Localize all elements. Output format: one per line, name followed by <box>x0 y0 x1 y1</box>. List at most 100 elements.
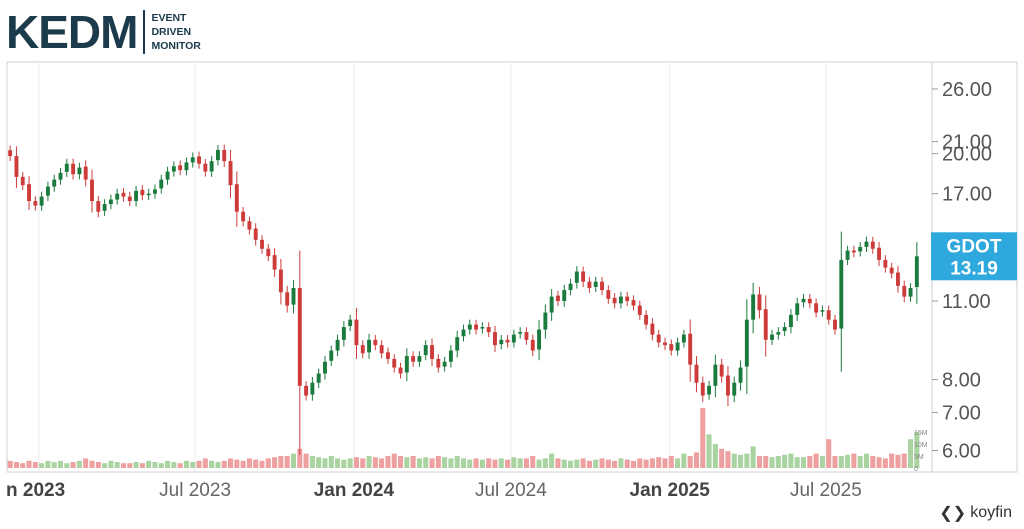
volume-bar <box>20 463 26 468</box>
volume-bar <box>45 460 51 468</box>
candle-body <box>102 204 107 211</box>
candle-body <box>260 239 264 249</box>
candle-body <box>90 179 94 202</box>
volume-bar <box>448 458 454 468</box>
candle-body <box>543 312 548 330</box>
candle-body <box>839 259 844 329</box>
volume-bar <box>612 460 618 468</box>
candle-body <box>52 179 57 187</box>
kedm-logo: KEDM EVENT DRIVEN MONITOR <box>6 4 201 60</box>
candle-body <box>763 309 768 340</box>
volume-bar <box>851 453 857 468</box>
candle-body <box>568 283 573 291</box>
candle-body <box>285 292 290 306</box>
candlesticks <box>8 144 919 455</box>
candle-body <box>329 350 334 361</box>
candle-body <box>474 324 479 330</box>
volume-bar <box>240 460 246 468</box>
volume-tick-label: 5M <box>914 454 924 461</box>
candle-body <box>71 163 76 175</box>
candle-body <box>663 342 667 346</box>
volume-bar <box>511 457 517 468</box>
volume-bar <box>278 456 284 468</box>
volume-bar <box>668 456 674 468</box>
candle-body <box>524 332 529 340</box>
volume-bar <box>763 456 769 468</box>
candle-body <box>190 157 195 163</box>
volume-bar <box>215 462 221 468</box>
candle-body <box>354 319 359 346</box>
volume-bar <box>838 456 844 468</box>
volume-bar <box>618 458 624 468</box>
volume-bar <box>335 458 341 468</box>
volume-bar <box>675 458 681 468</box>
candle-body <box>700 382 705 396</box>
volume-bar <box>794 457 800 468</box>
volume-bar <box>744 453 750 468</box>
volume-bar <box>486 458 492 468</box>
candle-body <box>222 149 227 162</box>
volume-bar <box>120 463 127 468</box>
y-tick-label: 17.00 <box>942 184 992 206</box>
volume-bar <box>738 454 744 468</box>
candle-body <box>417 356 422 362</box>
candle-body <box>549 296 554 313</box>
candle-body <box>726 375 730 396</box>
volume-bar <box>681 453 687 468</box>
candle-body <box>782 327 787 332</box>
candle-body <box>581 271 586 282</box>
volume-bar <box>76 460 82 468</box>
volume-bar <box>542 458 548 468</box>
candle-body <box>644 314 649 325</box>
candle-body <box>770 334 774 340</box>
volume-bar <box>360 458 366 468</box>
candle-body <box>404 356 409 373</box>
volume-bar <box>353 457 359 468</box>
volume-bar <box>479 459 485 468</box>
volume-bar <box>146 460 152 468</box>
volume-bar <box>51 462 57 468</box>
volume-bar <box>630 460 637 468</box>
candle-body <box>411 356 416 362</box>
volume-bar <box>782 454 788 468</box>
volume-bar <box>328 456 334 468</box>
price-tag-box <box>931 232 1017 281</box>
candle-body <box>593 281 598 287</box>
candle-body <box>146 193 151 196</box>
volume-bar <box>183 460 189 468</box>
volume-bar <box>379 458 385 468</box>
volume-bar <box>454 456 460 468</box>
candle-body <box>480 327 485 329</box>
x-tick-label: Jul 2024 <box>475 480 547 501</box>
volume-bar <box>662 458 668 468</box>
volume-bar <box>593 459 599 468</box>
candle-body <box>448 350 453 362</box>
volume-bar <box>467 459 473 468</box>
y-tick-label: 6.00 <box>942 441 981 463</box>
candle-body <box>562 290 567 302</box>
volume-bar <box>347 458 353 468</box>
volume-bar <box>309 456 315 468</box>
candle-body <box>430 345 434 359</box>
candle-body <box>889 267 894 274</box>
volume-bar <box>39 463 45 468</box>
candle-body <box>650 323 655 335</box>
candle-body <box>436 358 441 368</box>
candle-body <box>379 345 384 354</box>
logo-wordmark: KEDM <box>6 6 138 58</box>
volume-bar <box>498 458 504 468</box>
koyfin-brand: ❮❯ koyfin <box>939 503 1012 523</box>
candle-body <box>631 300 636 306</box>
candle-body <box>461 329 466 337</box>
volume-bar <box>568 460 574 468</box>
volume-bar <box>505 459 511 468</box>
volume-bar <box>605 459 611 468</box>
candle-body <box>870 241 875 249</box>
volume-bar <box>870 456 876 468</box>
volume-bar <box>775 456 781 468</box>
volume-bar <box>649 458 655 468</box>
candle-body <box>612 297 617 304</box>
volume-bar <box>13 462 19 468</box>
volume-bar <box>70 462 76 468</box>
candle-body <box>795 303 800 315</box>
